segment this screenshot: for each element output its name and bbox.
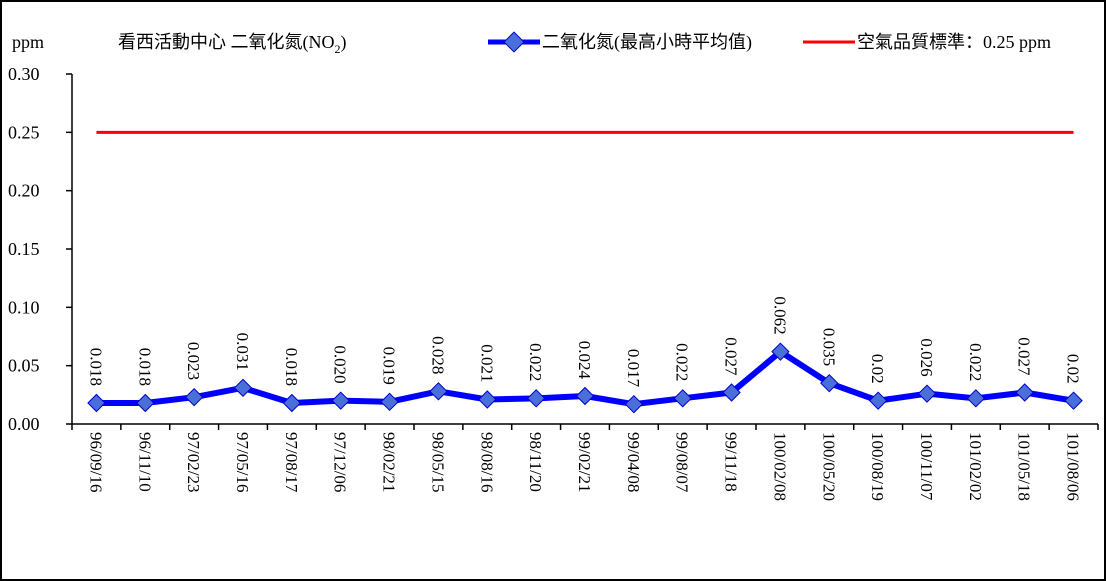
y-tick-label: 0.25: [8, 122, 40, 142]
y-tick-label: 0.15: [8, 239, 40, 259]
no2-data-point: [331, 391, 350, 410]
x-category-label: 99/11/18: [722, 432, 741, 492]
no2-data-label: 0.031: [233, 333, 252, 371]
no2-data-point: [917, 384, 937, 403]
no2-data-point: [820, 373, 839, 393]
y-axis-unit-label: ppm: [12, 32, 44, 52]
no2-data-label: 0.021: [477, 344, 496, 382]
no2-data-point: [1064, 391, 1083, 410]
x-category-label: 99/04/08: [624, 432, 643, 492]
y-tick-label: 0.20: [8, 181, 40, 201]
chart-title: 看西活動中心 二氧化氮(NO2): [118, 32, 347, 56]
no2-data-point: [478, 390, 497, 409]
y-axis-ticks: 0.00 0.05 0.10 0.15 0.20 0.25 0.30: [8, 64, 72, 434]
no2-data-point: [771, 342, 790, 361]
no2-data-label: 0.024: [575, 341, 594, 380]
data-labels: 0.018 0.018 0.023 0.031 0.018 0.020 0.019 0.028…: [86, 296, 1082, 387]
legend-no2-label: 二氧化氮(最高小時平均值): [542, 32, 752, 53]
y-tick-label: 0.00: [8, 414, 40, 434]
x-category-label: 96/09/16: [86, 432, 105, 492]
no2-series: [87, 342, 1083, 414]
x-category-label: 97/12/06: [331, 432, 350, 492]
no2-data-label: 0.018: [86, 348, 105, 386]
x-category-label: 101/05/18: [1015, 432, 1034, 501]
no2-data-point: [429, 382, 448, 401]
x-category-label: 101/02/02: [966, 432, 985, 501]
no2-data-label: 0.062: [770, 296, 789, 334]
no2-data-label: 0.026: [917, 338, 936, 376]
x-category-label: 96/11/10: [135, 432, 154, 492]
x-category-label: 97/02/23: [184, 432, 203, 492]
legend: 二氧化氮(最高小時平均值) 空氣品質標準：0.25 ppm: [488, 31, 1051, 53]
x-category-label: 99/02/21: [575, 432, 594, 492]
no2-data-label: 0.027: [1015, 337, 1034, 376]
no2-data-label: 0.028: [428, 336, 447, 374]
no2-data-point: [966, 389, 986, 408]
no2-data-label: 0.018: [135, 348, 154, 386]
no2-data-point: [673, 389, 692, 408]
y-tick-label: 0.10: [8, 297, 40, 317]
legend-standard-label: 空氣品質標準：0.25 ppm: [857, 32, 1051, 52]
x-category-label: 100/05/20: [819, 432, 838, 501]
no2-data-label: 0.017: [624, 349, 643, 388]
no2-data-label: 0.022: [673, 343, 692, 381]
no2-data-label: 0.022: [526, 343, 545, 381]
no2-data-label: 0.019: [380, 347, 399, 385]
no2-data-point: [868, 391, 888, 410]
no2-data-point: [282, 393, 302, 413]
x-axis-ticks: 96/09/16 96/11/10 97/02/23 97/05/16 97/08/17…: [71, 424, 1099, 501]
no2-data-point: [184, 387, 204, 407]
no2-data-point: [526, 389, 546, 408]
x-category-label: 98/05/15: [428, 432, 447, 492]
no2-data-point: [575, 386, 595, 406]
x-category-label: 99/08/07: [673, 432, 692, 493]
y-tick-label: 0.05: [8, 356, 40, 376]
no2-data-point: [380, 392, 399, 412]
x-category-label: 100/11/07: [917, 432, 936, 501]
no2-data-point: [233, 378, 253, 398]
legend-no2-diamond-marker: [503, 31, 525, 53]
no2-data-point: [136, 393, 155, 413]
x-category-label: 100/02/08: [770, 432, 789, 501]
y-tick-label: 0.30: [8, 64, 40, 84]
no2-data-point: [722, 383, 741, 402]
no2-data-point: [1015, 383, 1034, 402]
no2-data-label: 0.018: [282, 348, 301, 386]
x-category-label: 98/08/16: [477, 432, 496, 492]
x-category-label: 98/11/20: [526, 432, 545, 492]
no2-data-point: [624, 394, 644, 414]
x-category-label: 97/05/16: [233, 432, 252, 492]
x-category-label: 97/08/17: [282, 432, 301, 493]
no2-data-label: 0.02: [1064, 354, 1083, 384]
no2-data-point: [87, 393, 106, 413]
x-category-label: 98/02/21: [380, 432, 399, 492]
no2-data-label: 0.020: [331, 345, 350, 383]
no2-data-label: 0.027: [722, 337, 741, 376]
no2-data-label: 0.035: [819, 328, 838, 366]
x-category-label: 101/08/06: [1064, 432, 1083, 501]
no2-data-label: 0.023: [184, 342, 203, 380]
x-category-label: 100/08/19: [868, 432, 887, 501]
no2-data-label: 0.02: [868, 354, 887, 384]
no2-data-label: 0.022: [966, 343, 985, 381]
